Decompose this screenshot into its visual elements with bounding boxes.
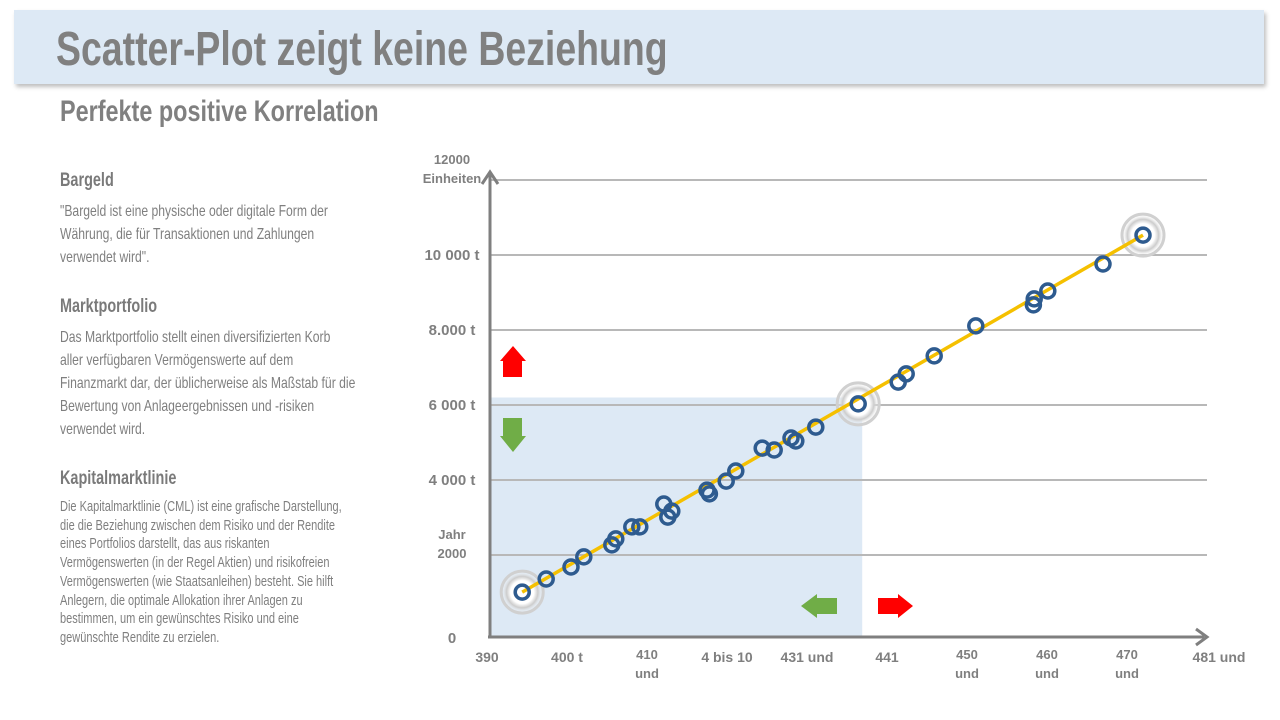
data-point bbox=[562, 558, 580, 576]
section-text: Das Marktportfolio stellt einen diversif… bbox=[60, 329, 356, 438]
x-tick-label: 470 bbox=[1116, 647, 1138, 662]
section-kapitalmarktlinie: Kapitalmarktlinie Die Kapitalmarktlinie … bbox=[60, 468, 356, 648]
data-point bbox=[700, 485, 719, 503]
data-point bbox=[607, 530, 625, 548]
section-bargeld: Bargeld "Bargeld ist eine physische oder… bbox=[60, 170, 356, 269]
y-tick-label: Jahr bbox=[438, 527, 465, 542]
x-tick-label: 481 und bbox=[1193, 649, 1246, 665]
data-point bbox=[537, 570, 555, 588]
x-tick-label: und bbox=[1115, 666, 1139, 681]
title-bar: Scatter-Plot zeigt keine Beziehung bbox=[14, 10, 1264, 84]
x-tick-label: und bbox=[635, 666, 659, 681]
data-point bbox=[787, 432, 805, 450]
data-point bbox=[727, 462, 745, 480]
y-tick-label: 2000 bbox=[438, 546, 467, 561]
section-text: "Bargeld ist eine physische oder digital… bbox=[60, 203, 328, 266]
left-arrow-icon bbox=[801, 594, 837, 618]
section-heading: Kapitalmarktlinie bbox=[60, 468, 177, 489]
y-tick-label: 8.000 t bbox=[429, 322, 476, 339]
data-point bbox=[623, 518, 641, 536]
data-point bbox=[967, 317, 985, 335]
data-point bbox=[1094, 255, 1112, 273]
data-point bbox=[925, 347, 943, 365]
data-point bbox=[849, 395, 867, 413]
x-tick-label: 400 t bbox=[551, 649, 583, 665]
data-point bbox=[631, 518, 649, 536]
data-point bbox=[663, 502, 681, 520]
data-point bbox=[717, 472, 735, 490]
data-point bbox=[1134, 226, 1152, 244]
page-title: Scatter-Plot zeigt keine Beziehung bbox=[56, 23, 668, 76]
data-point bbox=[575, 548, 593, 566]
down-arrow-icon bbox=[500, 418, 526, 452]
x-tick-label: 410 bbox=[636, 647, 658, 662]
data-point bbox=[1025, 290, 1043, 308]
data-point bbox=[807, 418, 825, 436]
section-marktportfolio: Marktportfolio Das Marktportfolio stellt… bbox=[60, 296, 356, 441]
x-tick-label: 431 und bbox=[781, 649, 834, 665]
section-heading: Marktportfolio bbox=[60, 296, 158, 317]
x-tick-label: 4 bis 10 bbox=[701, 649, 753, 665]
y-tick-label: 12000 bbox=[434, 152, 470, 167]
x-axis-arrow-icon bbox=[1195, 627, 1210, 647]
x-tick-label: 450 bbox=[956, 647, 978, 662]
y-tick-label: 10 000 t bbox=[424, 247, 479, 264]
y-tick-label: 4 000 t bbox=[429, 472, 476, 489]
data-point bbox=[1039, 282, 1057, 300]
data-point bbox=[765, 441, 783, 459]
x-tick-label: und bbox=[955, 666, 979, 681]
x-tick-label: 441 bbox=[875, 649, 899, 665]
up-arrow-icon bbox=[500, 346, 526, 377]
x-tick-label: 460 bbox=[1036, 647, 1058, 662]
x-tick-label: und bbox=[1035, 666, 1059, 681]
right-arrow-icon bbox=[878, 594, 913, 618]
x-tick-label: 390 bbox=[475, 649, 499, 665]
y-tick-label: Einheiten bbox=[423, 171, 482, 186]
page-subtitle: Perfekte positive Korrelation bbox=[60, 95, 379, 128]
data-point bbox=[513, 583, 531, 601]
y-tick-label: 6 000 t bbox=[429, 397, 476, 414]
y-axis-arrow-icon bbox=[480, 169, 500, 185]
data-point bbox=[897, 365, 915, 383]
y-tick-label: 0 bbox=[448, 630, 456, 647]
section-text: Die Kapitalmarktlinie (CML) ist eine gra… bbox=[60, 499, 342, 646]
section-heading: Bargeld bbox=[60, 170, 114, 191]
